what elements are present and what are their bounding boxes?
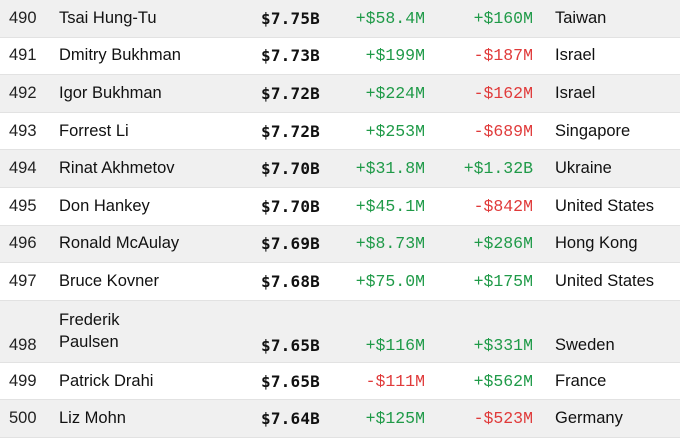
country-cell: Israel <box>555 46 596 65</box>
last-change-cell: +$253M <box>365 121 425 141</box>
last-change-cell: +$58.4M <box>355 8 425 28</box>
name-cell[interactable]: Forrest Li <box>59 121 129 140</box>
table-row[interactable]: 491 Dmitry Bukhman $7.73B +$199M -$187M … <box>0 37 680 76</box>
name-cell[interactable]: Ronald McAulay <box>59 234 180 253</box>
ytd-change-cell: -$523M <box>473 409 533 429</box>
table-row[interactable]: 497 Bruce Kovner $7.68B +$75.0M +$175M U… <box>0 263 680 301</box>
name-cell[interactable]: Tsai Hung-Tu <box>59 8 157 27</box>
last-change-cell: -$111M <box>365 371 425 391</box>
net-worth-cell: $7.65B <box>261 371 320 391</box>
country-cell: Taiwan <box>555 8 607 27</box>
table-row[interactable]: 490 Tsai Hung-Tu $7.75B +$58.4M +$160M T… <box>0 0 680 38</box>
last-change-cell: +$8.73M <box>355 234 425 254</box>
table-row[interactable]: 499 Patrick Drahi $7.65B -$111M +$562M F… <box>0 362 680 401</box>
ytd-change-cell: -$842M <box>473 196 533 216</box>
name-cell[interactable]: Igor Bukhman <box>59 83 162 102</box>
table-row[interactable]: 494 Rinat Akhmetov $7.70B +$31.8M +$1.32… <box>0 150 680 188</box>
rank-cell: 497 <box>9 271 37 290</box>
rank-cell: 498 <box>9 335 37 354</box>
name-cell[interactable]: Bruce Kovner <box>59 271 159 290</box>
table-row[interactable]: 493 Forrest Li $7.72B +$253M -$689M Sing… <box>0 112 680 151</box>
rank-cell: 500 <box>9 409 37 428</box>
ytd-change-cell: +$1.32B <box>463 159 533 179</box>
ytd-change-cell: +$331M <box>473 335 533 355</box>
last-change-cell: +$199M <box>365 46 425 66</box>
table-row[interactable]: 496 Ronald McAulay $7.69B +$8.73M +$286M… <box>0 225 680 264</box>
rank-cell: 492 <box>9 83 37 102</box>
net-worth-cell: $7.70B <box>261 159 320 179</box>
last-change-cell: +$224M <box>365 83 425 103</box>
net-worth-cell: $7.72B <box>261 121 320 141</box>
net-worth-cell: $7.69B <box>261 234 320 254</box>
name-cell[interactable]: Liz Mohn <box>59 409 126 428</box>
rank-cell: 493 <box>9 121 37 140</box>
rank-cell: 495 <box>9 196 37 215</box>
name-cell[interactable]: Don Hankey <box>59 196 150 215</box>
name-cell[interactable]: Rinat Akhmetov <box>59 159 175 178</box>
rank-cell: 496 <box>9 234 37 253</box>
rank-cell: 490 <box>9 8 37 27</box>
ytd-change-cell: +$160M <box>473 8 533 28</box>
rank-cell: 499 <box>9 371 37 390</box>
ytd-change-cell: -$689M <box>473 121 533 141</box>
net-worth-cell: $7.73B <box>261 46 320 66</box>
country-cell: United States <box>555 196 655 215</box>
country-cell: Sweden <box>555 335 615 354</box>
ytd-change-cell: +$175M <box>473 271 533 291</box>
ytd-change-cell: -$187M <box>473 46 533 66</box>
last-change-cell: +$116M <box>365 335 425 355</box>
last-change-cell: +$75.0M <box>355 271 425 291</box>
country-cell: Hong Kong <box>555 234 638 253</box>
rank-cell: 494 <box>9 159 37 178</box>
ytd-change-cell: -$162M <box>473 83 533 103</box>
name-cell[interactable]: Dmitry Bukhman <box>59 46 181 65</box>
ytd-change-cell: +$286M <box>473 234 533 254</box>
country-cell: Israel <box>555 83 596 102</box>
name-cell[interactable]: Patrick Drahi <box>59 371 154 390</box>
last-change-cell: +$31.8M <box>355 159 425 179</box>
country-cell: United States <box>555 271 655 290</box>
country-cell: Ukraine <box>555 159 612 178</box>
table-row[interactable]: 498 Frederik Paulsen $7.65B +$116M +$331… <box>0 300 680 363</box>
ytd-change-cell: +$562M <box>473 371 533 391</box>
last-change-cell: +$45.1M <box>355 196 425 216</box>
net-worth-cell: $7.72B <box>261 83 320 103</box>
net-worth-cell: $7.75B <box>261 8 320 28</box>
net-worth-cell: $7.65B <box>261 335 320 355</box>
country-cell: France <box>555 371 607 390</box>
table-row[interactable]: 495 Don Hankey $7.70B +$45.1M -$842M Uni… <box>0 187 680 226</box>
table-row[interactable]: 492 Igor Bukhman $7.72B +$224M -$162M Is… <box>0 75 680 113</box>
name-cell[interactable]: Frederik Paulsen <box>59 311 120 352</box>
country-cell: Singapore <box>555 121 631 140</box>
table-row[interactable]: 500 Liz Mohn $7.64B +$125M -$523M German… <box>0 400 680 438</box>
net-worth-cell: $7.68B <box>261 271 320 291</box>
net-worth-cell: $7.70B <box>261 196 320 216</box>
rank-cell: 491 <box>9 46 37 65</box>
country-cell: Germany <box>555 409 623 428</box>
last-change-cell: +$125M <box>365 409 425 429</box>
net-worth-cell: $7.64B <box>261 409 320 429</box>
